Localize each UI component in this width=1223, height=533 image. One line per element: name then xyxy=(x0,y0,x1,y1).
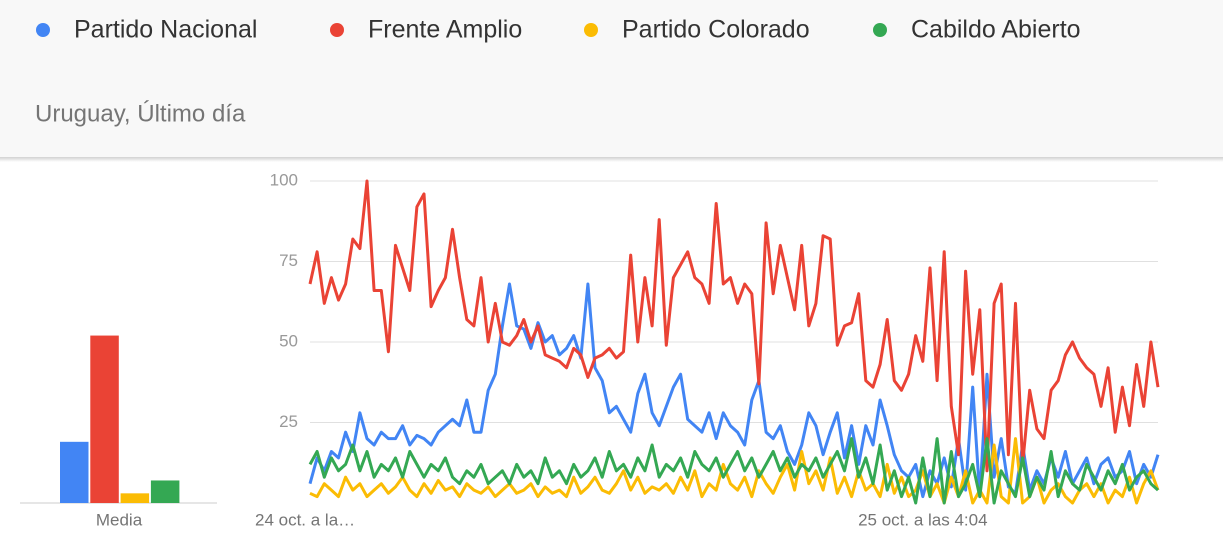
y-tick-label: 75 xyxy=(279,251,298,270)
legend-label[interactable]: Frente Amplio xyxy=(368,16,522,44)
legend-dot[interactable] xyxy=(584,23,598,37)
legend-dot[interactable] xyxy=(873,23,887,37)
y-tick-label: 25 xyxy=(279,412,298,431)
y-tick-label: 100 xyxy=(270,170,298,189)
bar-label: Media xyxy=(96,510,143,529)
legend-label[interactable]: Partido Nacional xyxy=(74,16,257,44)
header xyxy=(0,0,1223,157)
series-line xyxy=(308,437,1160,505)
legend-label[interactable]: Cabildo Abierto xyxy=(911,16,1081,44)
series-line xyxy=(308,179,1160,473)
bar xyxy=(90,335,119,503)
x-tick-label: 24 oct. a la… xyxy=(255,510,355,529)
series-line xyxy=(309,437,1160,505)
bar xyxy=(150,480,180,503)
legend-dot[interactable] xyxy=(36,23,50,37)
bar xyxy=(120,493,150,503)
bar xyxy=(60,441,89,503)
legend-label[interactable]: Partido Colorado xyxy=(622,16,810,44)
legend-dot[interactable] xyxy=(330,23,344,37)
x-tick-label: 25 oct. a las 4:04 xyxy=(858,510,987,529)
y-tick-label: 50 xyxy=(279,331,298,350)
header-shadow xyxy=(0,157,1223,162)
subtitle: Uruguay, Último día xyxy=(35,100,246,127)
